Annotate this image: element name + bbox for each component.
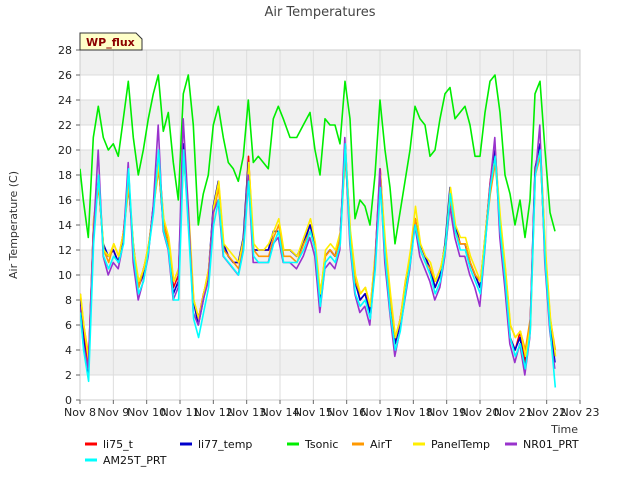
series-lines [80, 74, 557, 388]
y-tick-label: 14 [58, 219, 72, 232]
x-tick-label: Nov 17 [361, 406, 400, 419]
background-band [80, 325, 580, 350]
y-tick-label: 28 [58, 44, 72, 57]
y-tick-label: 2 [65, 369, 72, 382]
y-tick-label: 22 [58, 119, 72, 132]
x-tick-label: Nov 11 [161, 406, 200, 419]
y-tick-label: 26 [58, 69, 72, 82]
y-tick-label: 4 [65, 344, 72, 357]
x-tick-label: Nov 14 [261, 406, 300, 419]
y-tick-label: 20 [58, 144, 72, 157]
x-tick-label: Nov 13 [227, 406, 266, 419]
x-tick-label: Nov 18 [394, 406, 433, 419]
y-tick-label: 24 [58, 94, 72, 107]
x-tick-label: Nov 16 [327, 406, 366, 419]
legend-label: AirT [370, 438, 392, 451]
y-tick-label: 12 [58, 244, 72, 257]
chart-title: Air Temperatures [264, 5, 375, 20]
x-tick-label: Nov 15 [294, 406, 333, 419]
site-badge: WP_flux [79, 32, 143, 51]
legend-label: PanelTemp [431, 438, 490, 451]
y-tick-label: 8 [65, 294, 72, 307]
background-band [80, 350, 580, 375]
background-band [80, 100, 580, 125]
legend: li75_t li77_temp Tsonic AirT PanelTemp NR01_P… [85, 438, 579, 467]
x-tick-label: Nov 21 [494, 406, 533, 419]
x-axis-label: Time [550, 423, 578, 436]
legend-label: AM25T_PRT [103, 454, 167, 467]
series-line-am25t-prt [80, 143, 557, 388]
y-tick-label: 6 [65, 319, 72, 332]
x-tick-label: Nov 22 [527, 406, 566, 419]
legend-label: NR01_PRT [523, 438, 579, 451]
series-line-tsonic [80, 74, 556, 245]
background-band [80, 125, 580, 150]
x-tick-label: Nov 9 [97, 406, 129, 419]
x-tick-label: Nov 8 [64, 406, 96, 419]
background-band [80, 275, 580, 300]
x-tick-label: Nov 12 [194, 406, 233, 419]
x-tick-label: Nov 19 [427, 406, 466, 419]
site-badge-box [79, 32, 143, 51]
background-band [80, 375, 580, 400]
series-line-nr01-prt [80, 118, 556, 376]
legend-label: Tsonic [304, 438, 338, 451]
x-tick-label: Nov 23 [561, 406, 600, 419]
legend-label: li75_t [103, 438, 134, 451]
y-tick-label: 0 [65, 394, 72, 407]
x-tick-label: Nov 10 [127, 406, 166, 419]
y-tick-label: 10 [58, 269, 72, 282]
y-tick-label: 18 [58, 169, 72, 182]
y-tick-label: 16 [58, 194, 72, 207]
legend-label: li77_temp [198, 438, 252, 451]
site-badge-label: WP_flux [86, 36, 135, 49]
y-axis-label: Air Temperature (C) [7, 171, 20, 279]
x-tick-label: Nov 20 [461, 406, 500, 419]
background-band [80, 50, 580, 75]
background-band [80, 225, 580, 250]
background-band [80, 300, 580, 325]
